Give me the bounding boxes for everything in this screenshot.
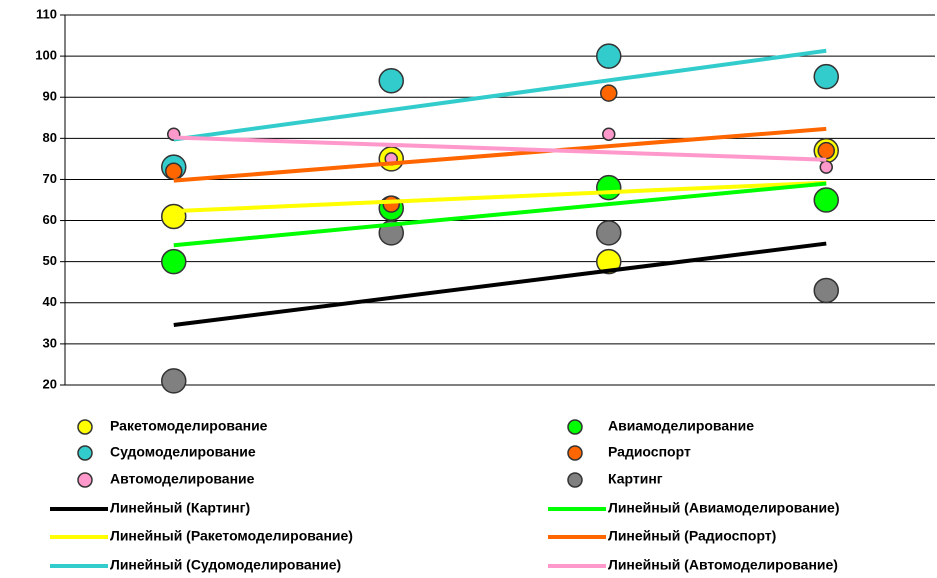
marker bbox=[161, 368, 187, 394]
legend-label: Авиамоделирование bbox=[608, 418, 754, 434]
y-tick-label: 70 bbox=[43, 171, 57, 186]
marker bbox=[813, 63, 839, 90]
trendline bbox=[173, 135, 827, 162]
y-tick-label: 20 bbox=[43, 376, 57, 391]
marker bbox=[161, 248, 187, 275]
trendline bbox=[173, 181, 827, 248]
legend-label: Линейный (Авиамоделирование) bbox=[608, 500, 840, 516]
marker bbox=[596, 174, 622, 201]
trendline bbox=[173, 48, 827, 142]
trendline bbox=[173, 126, 827, 183]
legend-label: Картинг bbox=[608, 471, 663, 487]
marker bbox=[813, 277, 839, 304]
marker bbox=[161, 203, 187, 230]
legend-label: Радиоспорт bbox=[608, 444, 691, 460]
legend-marker bbox=[567, 472, 583, 488]
legend-label: Линейный (Судомоделирование) bbox=[110, 557, 341, 573]
legend-marker bbox=[567, 419, 583, 435]
y-tick-label: 100 bbox=[35, 48, 57, 63]
marker bbox=[596, 43, 622, 69]
legend-label: Линейный (Радиоспорт) bbox=[608, 528, 776, 544]
legend-label: Линейный (Ракетомоделирование) bbox=[110, 528, 353, 544]
marker bbox=[378, 68, 404, 94]
y-tick-label: 30 bbox=[43, 335, 57, 350]
y-tick-label: 90 bbox=[43, 89, 57, 104]
y-tick-label: 80 bbox=[43, 130, 57, 145]
legend-label: Автомоделирование bbox=[110, 471, 255, 487]
legend-marker bbox=[77, 419, 93, 435]
legend-label: Линейный (Автомоделирование) bbox=[608, 557, 838, 573]
legend-label: Линейный (Картинг) bbox=[110, 500, 250, 516]
marker bbox=[596, 248, 622, 275]
marker bbox=[600, 84, 618, 102]
trendline bbox=[173, 241, 827, 327]
y-tick-label: 60 bbox=[43, 212, 57, 227]
marker bbox=[819, 160, 833, 174]
marker bbox=[813, 187, 839, 213]
y-tick-label: 110 bbox=[36, 6, 57, 21]
y-tick-label: 40 bbox=[43, 294, 57, 309]
legend-marker bbox=[77, 445, 93, 461]
trendline bbox=[173, 180, 827, 214]
legend-marker bbox=[567, 445, 583, 461]
marker bbox=[165, 162, 183, 180]
marker bbox=[602, 127, 616, 141]
y-tick-label: 50 bbox=[43, 253, 57, 268]
legend-label: Ракетомоделирование bbox=[110, 418, 268, 434]
legend-marker bbox=[77, 472, 93, 488]
marker bbox=[382, 195, 400, 213]
marker bbox=[817, 141, 835, 160]
marker bbox=[596, 220, 622, 246]
legend-label: Судомоделирование bbox=[110, 444, 256, 460]
